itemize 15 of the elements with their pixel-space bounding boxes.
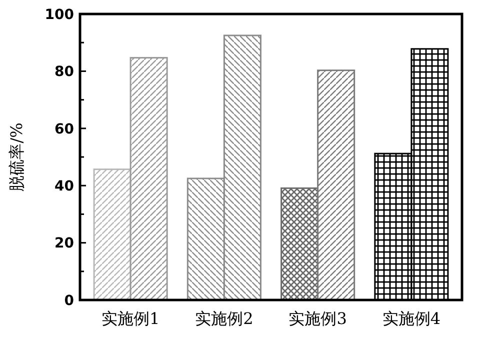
bar [280,187,319,301]
y-tick-label: 100 [44,6,74,23]
x-tick-label: 实施例4 [382,309,441,328]
y-tick-label: 40 [54,178,74,194]
y-axis-title: 脱硫率/% [7,122,26,192]
x-tick-label: 实施例1 [101,309,160,328]
y-tick-label: 20 [54,236,74,252]
bar [93,168,132,301]
bar [130,57,168,301]
y-tick-label: 60 [54,121,74,138]
y-tick-label: 0 [64,292,74,309]
y-tick-label: 80 [54,64,74,80]
x-tick-label: 实施例3 [288,309,347,328]
x-tick-label: 实施例2 [195,309,254,328]
bar [317,70,356,301]
